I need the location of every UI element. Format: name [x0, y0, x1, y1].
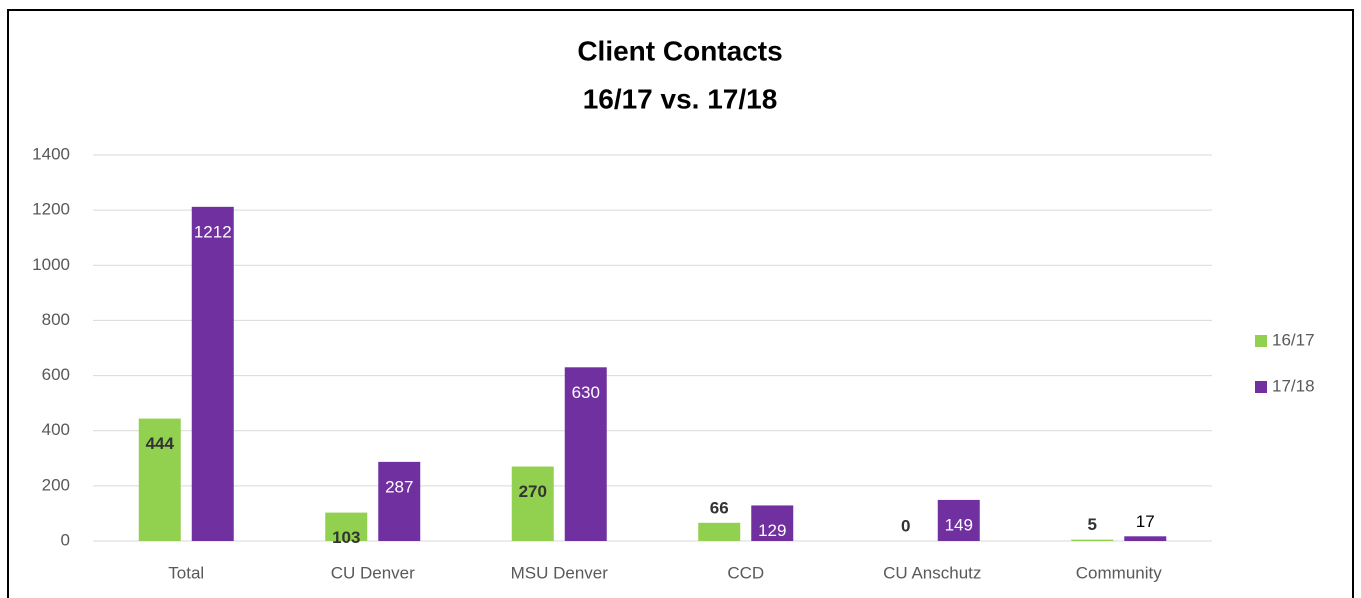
y-tick-label: 600: [42, 365, 70, 384]
data-label: 1212: [194, 222, 232, 241]
y-tick-label: 200: [42, 475, 70, 494]
chart-subtitle: 16/17 vs. 17/18: [583, 83, 778, 114]
data-label: 270: [519, 482, 547, 501]
y-tick-label: 1400: [32, 144, 70, 163]
data-label: 129: [758, 521, 786, 540]
data-label: 17: [1136, 512, 1155, 531]
bar: [937, 499, 980, 541]
data-label: 0: [901, 516, 910, 535]
x-tick-label: CU Anschutz: [883, 563, 981, 582]
bar: [511, 466, 554, 541]
chart-title: Client Contacts: [577, 35, 782, 66]
x-tick-label: CCD: [727, 563, 764, 582]
legend-label: 17/18: [1272, 376, 1315, 395]
data-label: 444: [146, 434, 175, 453]
x-tick-label: MSU Denver: [511, 563, 609, 582]
x-tick-label: Total: [168, 563, 204, 582]
x-tick-label: CU Denver: [331, 563, 415, 582]
legend-swatch: [1255, 381, 1267, 393]
legend-label: 16/17: [1272, 330, 1315, 349]
y-tick-label: 1000: [32, 255, 70, 274]
data-label: 630: [572, 383, 600, 402]
data-label: 149: [945, 515, 973, 534]
data-label: 287: [385, 477, 413, 496]
y-tick-label: 0: [61, 530, 70, 549]
bar: [1071, 539, 1114, 541]
bar: [378, 461, 421, 541]
data-label: 103: [332, 528, 360, 547]
bar: [138, 418, 181, 541]
y-tick-label: 800: [42, 310, 70, 329]
y-tick-label: 1200: [32, 200, 70, 219]
bar: [751, 505, 794, 541]
x-tick-label: Community: [1076, 563, 1162, 582]
bar: [564, 367, 607, 541]
bar: [325, 512, 368, 541]
data-label: 5: [1088, 515, 1097, 534]
bar: [1124, 536, 1167, 541]
legend-swatch: [1255, 335, 1267, 347]
bar: [191, 206, 234, 541]
bar: [698, 522, 741, 541]
data-label: 66: [710, 498, 729, 517]
y-tick-label: 400: [42, 420, 70, 439]
